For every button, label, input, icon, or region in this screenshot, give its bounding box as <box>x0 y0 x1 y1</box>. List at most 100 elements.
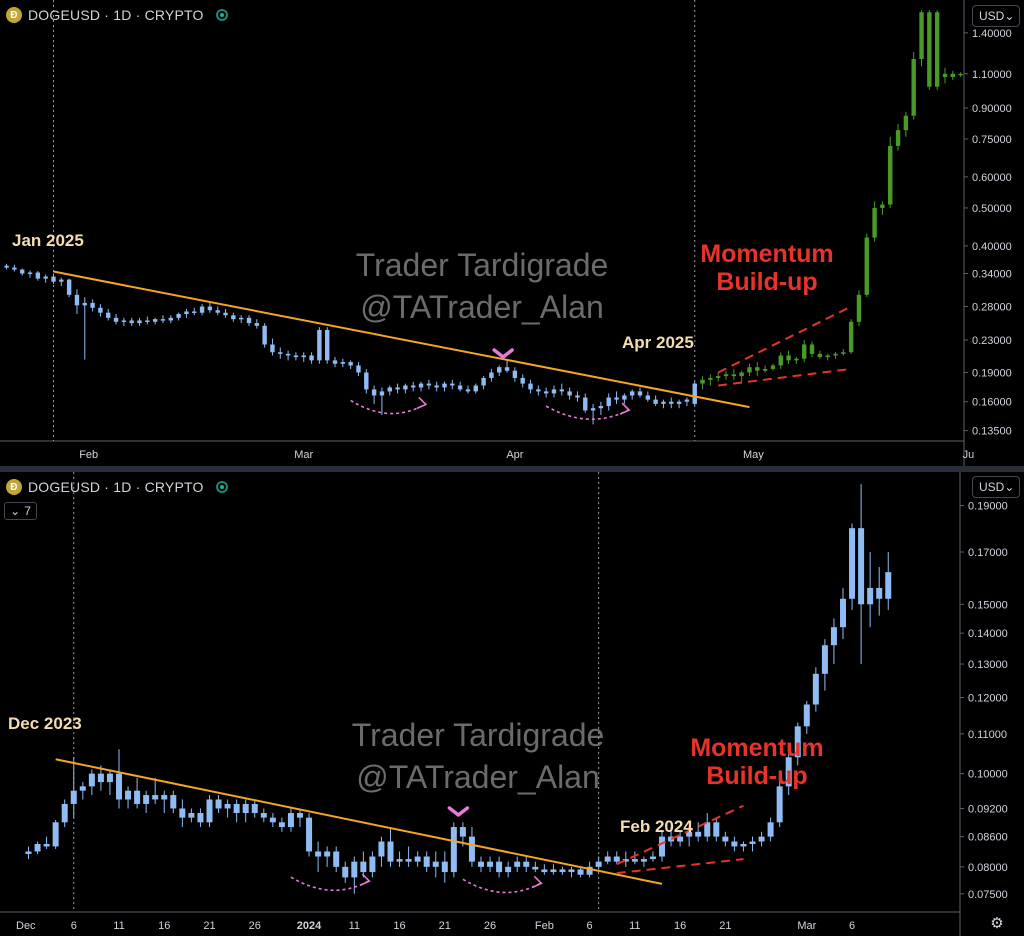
candle-body <box>489 372 494 378</box>
time-tick-label: 26 <box>249 920 261 932</box>
candle-body <box>184 311 189 314</box>
candle <box>333 846 340 873</box>
candle <box>418 381 424 392</box>
bottom-chart-panel[interactable]: Trader Tardigrade @TATrader_Alan Dec 2023 F… <box>0 472 1024 936</box>
candle-body <box>825 355 830 358</box>
candle-body <box>168 317 173 321</box>
time-tick-label: 11 <box>629 920 640 932</box>
candle-body <box>423 856 430 867</box>
top-symbol-header[interactable]: Ð DOGEUSD · 1D · CRYPTO <box>6 5 228 25</box>
candle-body <box>559 869 566 873</box>
candle <box>473 383 478 394</box>
candle <box>550 864 557 875</box>
top-chart-svg[interactable]: Trader Tardigrade @TATrader_Alan Jan 2025 A… <box>0 0 1024 466</box>
candle-body <box>653 399 658 404</box>
candle-body <box>90 302 95 308</box>
gear-icon[interactable]: ⚙ <box>990 915 1004 932</box>
top-chart-panel[interactable]: Trader Tardigrade @TATrader_Alan Jan 2025 A… <box>0 0 1024 466</box>
candle-body <box>74 294 80 306</box>
top-currency-select[interactable]: USD ⌄ <box>972 5 1020 27</box>
candle <box>34 841 41 854</box>
candle-body <box>278 822 285 828</box>
candle-body <box>325 329 330 361</box>
price-tick-label: 0.09200 <box>968 803 1008 815</box>
candle-body <box>958 73 963 76</box>
candle-body <box>858 528 865 605</box>
candle-body <box>567 391 572 396</box>
candle-body <box>82 302 87 306</box>
candle-body <box>441 861 448 873</box>
candle <box>170 790 177 814</box>
candle-body <box>543 391 549 394</box>
candle-body <box>606 397 611 407</box>
candle-body <box>306 817 313 852</box>
candle <box>934 10 940 91</box>
candle-body <box>450 827 457 873</box>
candle <box>116 749 122 809</box>
candle-body <box>668 836 675 842</box>
candle-body <box>79 786 86 791</box>
candle-body <box>473 385 478 392</box>
indicator-collapse-button[interactable]: ⌄ 7 <box>4 502 37 520</box>
candle <box>61 799 68 828</box>
candle-body <box>614 397 619 400</box>
top-symbol-title: DOGEUSD · 1D · CRYPTO <box>28 7 204 23</box>
candle <box>442 381 447 392</box>
candle <box>669 397 674 409</box>
candle <box>179 799 186 828</box>
candle <box>583 393 588 413</box>
candle <box>590 403 596 425</box>
candle-body <box>418 383 424 388</box>
candle <box>927 10 932 91</box>
price-tick-label: 0.12000 <box>968 692 1008 704</box>
candle-body <box>758 836 765 842</box>
candle-body <box>97 773 104 783</box>
candle <box>595 856 602 870</box>
candle-body <box>457 385 463 390</box>
candle <box>794 357 799 364</box>
candle <box>559 866 566 875</box>
price-tick-label: 0.14000 <box>968 628 1008 640</box>
candle <box>856 290 862 326</box>
candle-body <box>43 843 50 847</box>
price-tick-label: 1.40000 <box>972 28 1012 40</box>
candle <box>152 317 158 325</box>
time-tick-label: 26 <box>484 920 496 932</box>
candle <box>668 827 675 847</box>
candle-body <box>841 352 846 354</box>
candle <box>137 317 142 326</box>
candle <box>505 861 512 878</box>
candle <box>640 856 647 867</box>
candle-body <box>34 843 41 852</box>
candle-body <box>152 795 159 800</box>
candle <box>306 813 313 857</box>
candle <box>762 365 768 373</box>
candle <box>356 362 361 377</box>
candle <box>145 316 150 325</box>
candle <box>278 347 283 359</box>
candle-body <box>231 315 236 320</box>
candle-body <box>113 317 119 322</box>
candle <box>260 808 267 823</box>
candle-body <box>215 799 222 809</box>
candle <box>215 306 220 316</box>
candle <box>731 836 738 852</box>
candle <box>269 813 276 828</box>
watermark-line-2: @TATrader_Alan <box>360 289 604 325</box>
candle <box>70 757 77 818</box>
bottom-symbol-header[interactable]: Ð DOGEUSD · 1D · CRYPTO <box>6 477 228 497</box>
candle-body <box>833 353 838 356</box>
candle <box>809 341 815 358</box>
candle-body <box>387 387 392 392</box>
price-tick-label: 0.11000 <box>968 729 1007 741</box>
bottom-currency-select[interactable]: USD ⌄ <box>972 476 1020 498</box>
candle <box>676 399 682 409</box>
candle-body <box>287 813 294 828</box>
arc-arrowhead <box>532 875 543 889</box>
candle-body <box>137 320 142 324</box>
candle-body <box>716 376 721 378</box>
bottom-chart-svg[interactable]: Trader Tardigrade @TATrader_Alan Dec 2023 F… <box>0 472 1024 936</box>
candle <box>604 851 611 865</box>
wedge-lower-line <box>718 367 852 387</box>
panel-divider[interactable] <box>0 466 1024 472</box>
